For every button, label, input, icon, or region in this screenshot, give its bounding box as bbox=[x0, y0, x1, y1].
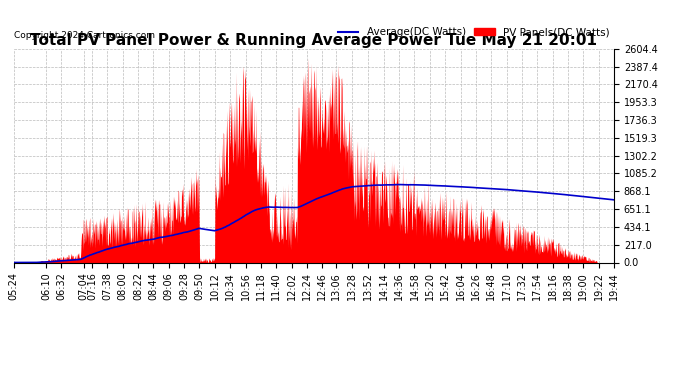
Title: Total PV Panel Power & Running Average Power Tue May 21 20:01: Total PV Panel Power & Running Average P… bbox=[30, 33, 598, 48]
Legend: Average(DC Watts), PV Panels(DC Watts): Average(DC Watts), PV Panels(DC Watts) bbox=[333, 23, 614, 41]
Text: Copyright 2024 Cartronics.com: Copyright 2024 Cartronics.com bbox=[14, 31, 155, 40]
